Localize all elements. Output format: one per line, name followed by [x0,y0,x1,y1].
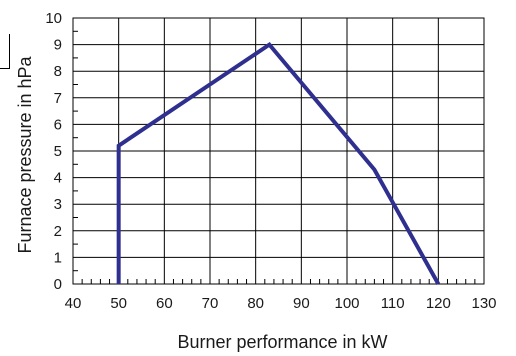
y-tick-label: 10 [45,10,62,27]
y-tick-label: 9 [54,37,62,54]
y-tick-label: 8 [54,63,62,80]
x-tick-label: 120 [426,295,451,312]
minor-ticks [73,30,476,284]
x-tick-label: 80 [247,295,264,312]
series-layer [116,41,441,285]
x-tick-labels: 40 50 60 70 80 90 100 110 120 130 [65,295,497,312]
x-tick-label: 60 [156,295,173,312]
y-tick-label: 3 [54,196,62,213]
x-tick-label: 100 [334,295,359,312]
y-tick-label: 2 [54,223,62,240]
y-tick-label: 1 [54,249,62,266]
y-tick-label: 0 [54,276,62,293]
y-tick-label: 4 [54,170,62,187]
x-tick-label: 50 [110,295,127,312]
series-line [116,41,441,285]
y-tick-labels: 0 1 2 3 4 5 6 7 8 9 10 [45,10,62,293]
y-tick-label: 7 [54,90,62,107]
y-tick-label: 5 [54,143,62,160]
x-tick-label: 130 [471,295,496,312]
y-axis-label: Furnace pressure in hPa [15,55,35,253]
y-tick-label: 6 [54,116,62,133]
plot-frame [72,17,485,285]
x-tick-label: 70 [202,295,219,312]
x-tick-label: 90 [293,295,310,312]
x-axis-label: Burner performance in kW [177,332,387,352]
x-tick-label: 40 [65,295,82,312]
corner-mark [0,34,10,69]
x-tick-label: 110 [381,295,405,312]
